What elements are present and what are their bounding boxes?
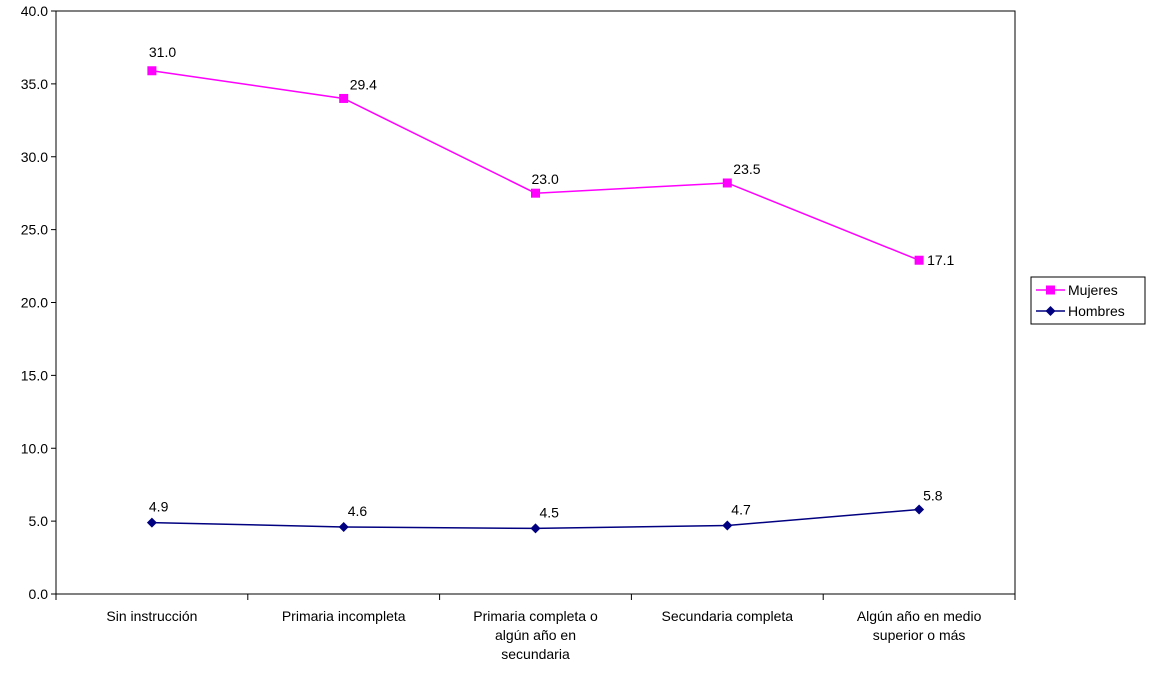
chart-axes xyxy=(55,10,1016,595)
data-label: 5.8 xyxy=(923,487,943,503)
legend-label: Mujeres xyxy=(1068,282,1118,298)
data-point-square xyxy=(914,255,924,265)
x-tick-label-line: superior o más xyxy=(873,627,966,643)
legend-item-hombres: Hombres xyxy=(1036,303,1125,319)
x-tick-label: Algún año en medio superior o más xyxy=(857,608,982,643)
data-label: 4.6 xyxy=(348,503,368,519)
x-tick-label-line: Secundaria completa xyxy=(662,608,794,624)
x-tick-label-line: Algún año en medio xyxy=(857,608,982,624)
y-tick-label: 25.0 xyxy=(21,222,48,238)
y-tick-label: 5.0 xyxy=(29,513,49,529)
series-layer: 31.0 29.4 23.0 23.5 17.1 4.9 4.6 4.5 4.7 5.8 xyxy=(146,44,955,534)
data-point-diamond xyxy=(146,517,157,528)
x-tick-label: Sin instrucción xyxy=(106,608,197,624)
y-tick-label: 40.0 xyxy=(21,3,48,19)
series-hombres: 4.9 4.6 4.5 4.7 5.8 xyxy=(146,487,943,534)
data-label: 17.1 xyxy=(927,252,954,268)
y-tick-label: 30.0 xyxy=(21,149,48,165)
y-tick-label: 15.0 xyxy=(21,367,48,383)
data-label: 4.9 xyxy=(149,499,169,515)
data-point-square xyxy=(147,66,157,76)
data-point-square xyxy=(339,93,349,103)
data-point-diamond xyxy=(722,520,733,531)
data-point-square xyxy=(722,178,732,188)
y-tick-label: 0.0 xyxy=(29,586,49,602)
data-label: 4.7 xyxy=(731,501,751,517)
y-tick-label: 35.0 xyxy=(21,76,48,92)
data-point-diamond xyxy=(338,521,349,532)
x-tick-label-line: Primaria incompleta xyxy=(282,608,406,624)
y-tick-label: 10.0 xyxy=(21,440,48,456)
data-point-square xyxy=(1046,285,1055,295)
legend: Mujeres Hombres xyxy=(1030,276,1146,325)
data-label: 23.0 xyxy=(532,171,559,187)
x-tick-label-line: Sin instrucción xyxy=(106,608,197,624)
series-mujeres: 31.0 29.4 23.0 23.5 17.1 xyxy=(147,44,955,268)
x-tick-label-line: secundaria xyxy=(501,646,570,662)
x-tick-label-line: Primaria completa o xyxy=(473,608,598,624)
data-label: 23.5 xyxy=(733,161,760,177)
x-tick-label: Secundaria completa xyxy=(662,608,794,624)
data-point-diamond xyxy=(1045,306,1056,316)
data-label: 4.5 xyxy=(540,504,560,520)
legend-box xyxy=(1030,276,1146,325)
legend-label: Hombres xyxy=(1068,303,1125,319)
legend-item-mujeres: Mujeres xyxy=(1036,282,1118,298)
y-tick-label: 20.0 xyxy=(21,295,48,311)
plot-area-frame xyxy=(55,10,1016,595)
x-axis-ticks: Sin instrucción Primaria incompleta Primar… xyxy=(55,594,1016,662)
data-label: 29.4 xyxy=(350,76,377,92)
x-tick-label: Primaria incompleta xyxy=(282,608,406,624)
x-tick-label: Primaria completa o algún año en secundari… xyxy=(473,608,598,662)
data-point-diamond xyxy=(530,523,541,534)
data-point-square xyxy=(531,188,540,198)
data-point-diamond xyxy=(914,504,925,515)
x-tick-label-line: algún año en xyxy=(495,627,576,643)
series-line xyxy=(151,70,920,261)
y-axis-ticks: 0.0 5.0 10.0 15.0 20.0 25.0 30.0 35.0 40.0 xyxy=(21,3,56,602)
data-label: 31.0 xyxy=(149,44,176,60)
